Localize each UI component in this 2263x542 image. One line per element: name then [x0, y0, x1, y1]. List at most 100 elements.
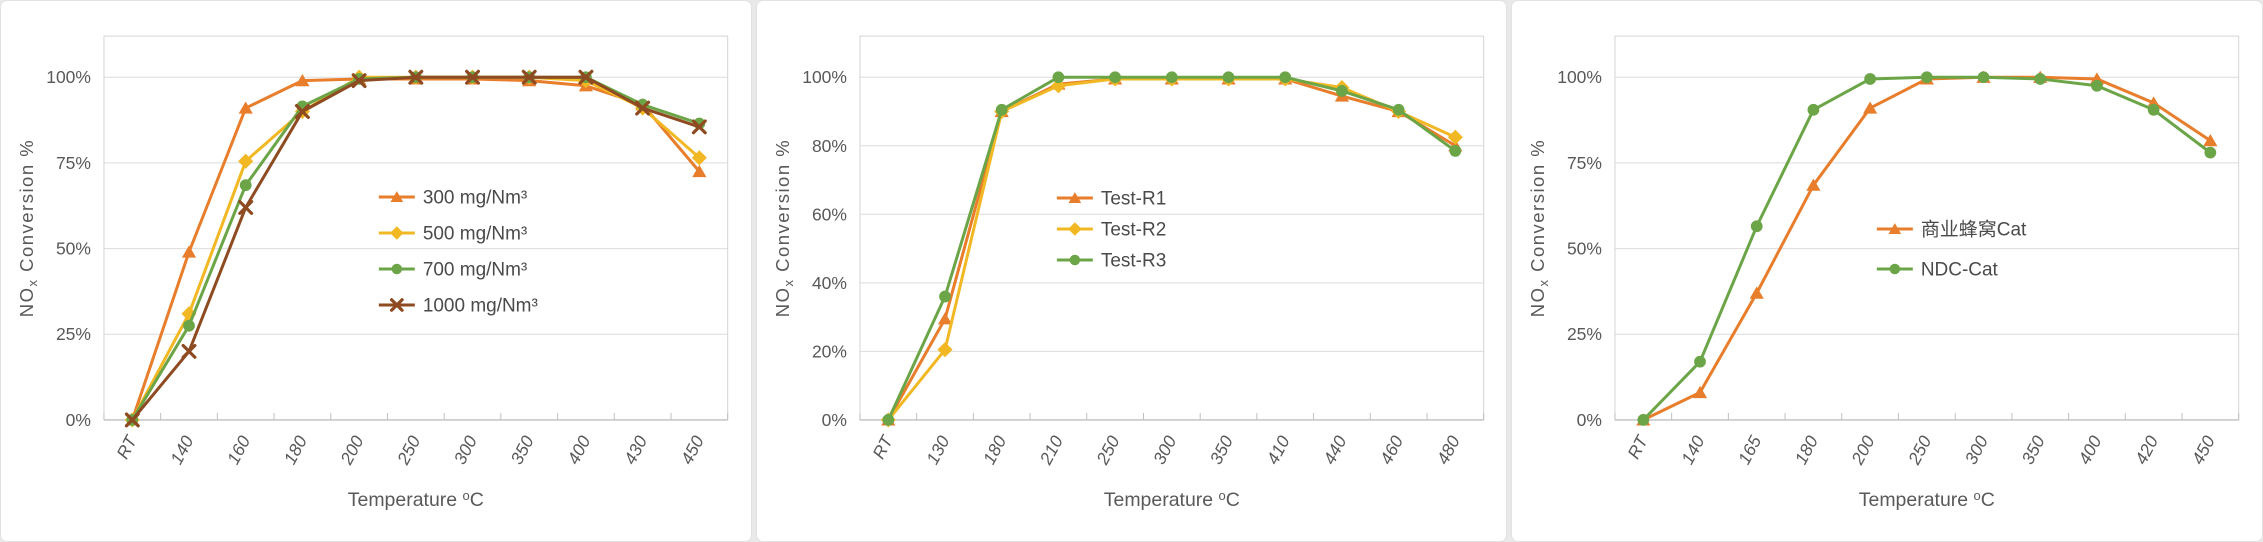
data-point-marker	[1108, 71, 1121, 84]
x-tick-label: 210	[1035, 432, 1067, 468]
data-point-marker	[1694, 355, 1707, 368]
x-tick-label: 250	[1091, 432, 1123, 468]
legend-item: Test-R1	[1056, 189, 1166, 210]
y-tick-label: 100%	[46, 67, 91, 87]
legend-marker	[389, 298, 404, 312]
data-point-marker	[2148, 103, 2160, 116]
nox-conversion-vs-temperature-chart-catalysts: 0% 25% 50% 75% 100% RT 140 165 180 200 250 300 350 40…	[1527, 35, 2240, 511]
y-tick-label: 0%	[1577, 410, 1602, 430]
x-tick-label: 400	[563, 432, 594, 467]
x-tick-label: 300	[1961, 432, 1992, 467]
x-tick-label: 350	[2018, 432, 2049, 467]
data-point-marker	[691, 119, 707, 135]
x-axis-title: Temperature oC	[1103, 488, 1239, 511]
legend-label: Test-R1	[1101, 189, 1166, 210]
x-tick-label: 140	[1678, 432, 1709, 467]
x-tick-label: 300	[450, 432, 481, 467]
legend-item: 300 mg/Nm³	[378, 188, 527, 209]
data-point-marker	[239, 179, 252, 192]
x-tick-label: 200	[1847, 432, 1879, 468]
chart-panel-test-runs: 0% 20% 40% 60% 80% 100% RT 130 180 210 250 300 350 41…	[755, 0, 1508, 542]
legend-marker	[1068, 192, 1081, 204]
data-point-marker	[1977, 71, 1990, 84]
data-point-marker	[635, 100, 651, 116]
legend-item: 700 mg/Nm³	[378, 259, 527, 280]
data-point-marker	[1921, 71, 1934, 84]
legend-marker	[1067, 222, 1082, 236]
data-point-marker	[521, 69, 537, 85]
data-point-marker	[1749, 286, 1765, 299]
nox-conversion-vs-temperature-chart-test-runs: 0% 20% 40% 60% 80% 100% RT 130 180 210 250 300 350 41…	[772, 35, 1484, 511]
data-point-marker	[1806, 178, 1821, 191]
data-point-marker	[692, 164, 707, 178]
data-point-marker	[465, 69, 480, 85]
data-point-marker	[351, 73, 367, 89]
data-point-marker	[1807, 103, 1820, 116]
series-line	[886, 75, 1457, 422]
legend-label: Test-R3	[1101, 251, 1166, 272]
plot-area-border	[859, 35, 1484, 421]
series-line	[886, 77, 1457, 422]
x-tick-label: 430	[620, 432, 651, 467]
x-tick-label: 410	[1262, 432, 1293, 467]
data-point-marker	[1222, 71, 1235, 84]
y-tick-label: 100%	[802, 67, 847, 87]
data-point-marker	[882, 414, 894, 426]
data-point-marker	[1052, 71, 1064, 84]
series-line	[886, 77, 1457, 422]
data-point-marker	[238, 199, 254, 215]
x-tick-label: 450	[2188, 432, 2219, 467]
data-point-marker	[183, 319, 195, 332]
data-point-marker	[294, 104, 310, 119]
y-tick-label: 100%	[1558, 67, 1603, 87]
legend-item: 商业蜂窝Cat	[1877, 219, 2027, 241]
x-tick-label: 180	[280, 432, 311, 467]
data-point-marker	[995, 103, 1008, 116]
data-point-marker	[578, 69, 594, 85]
legend-marker	[391, 263, 403, 275]
data-point-marker	[2203, 134, 2218, 147]
y-tick-label: 0%	[66, 410, 91, 430]
legend-item: NDC-Cat	[1877, 259, 1999, 280]
x-tick-label: 350	[1205, 432, 1236, 467]
x-tick-label: RT	[112, 431, 141, 462]
legend-label: 700 mg/Nm³	[423, 259, 527, 280]
legend-label: 商业蜂窝Cat	[1921, 219, 2027, 241]
y-tick-label: 25%	[56, 324, 91, 344]
y-axis-title: NOx Conversion %	[772, 139, 796, 317]
y-tick-label: 80%	[812, 136, 847, 156]
x-tick-label: 440	[1319, 432, 1350, 467]
data-point-marker	[1751, 220, 1763, 233]
legend-label: 300 mg/Nm³	[423, 188, 527, 209]
y-tick-label: 60%	[812, 204, 847, 224]
data-point-marker	[1335, 85, 1348, 97]
x-tick-label: 140	[166, 432, 197, 467]
y-tick-label: 50%	[1567, 239, 1602, 259]
y-tick-label: 0%	[821, 410, 846, 430]
y-tick-label: 20%	[812, 341, 847, 361]
data-point-marker	[238, 101, 253, 114]
x-tick-label: 350	[506, 432, 537, 467]
x-tick-label: 420	[2131, 432, 2162, 467]
data-point-marker	[1449, 145, 1461, 157]
data-point-marker	[1864, 73, 1877, 85]
x-tick-label: 300	[1149, 432, 1180, 467]
y-axis-title: NOx Conversion %	[1527, 139, 1551, 317]
x-tick-label: 200	[336, 432, 368, 468]
legend-item: 500 mg/Nm³	[378, 224, 527, 245]
legend-item: Test-R3	[1056, 251, 1166, 272]
x-tick-label: 400	[2074, 432, 2105, 467]
data-point-marker	[1279, 71, 1291, 84]
y-axis-title: NOx Conversion %	[16, 139, 40, 317]
y-tick-label: 50%	[56, 239, 91, 259]
legend-item: 1000 mg/Nm³	[378, 295, 538, 316]
data-point-marker	[938, 290, 951, 303]
legend-marker	[390, 226, 404, 240]
data-point-marker	[2204, 146, 2217, 159]
data-point-marker	[1693, 385, 1708, 399]
data-point-marker	[2034, 73, 2047, 85]
data-point-marker	[408, 69, 424, 85]
y-tick-label: 25%	[1567, 324, 1602, 344]
data-point-marker	[1165, 71, 1178, 84]
